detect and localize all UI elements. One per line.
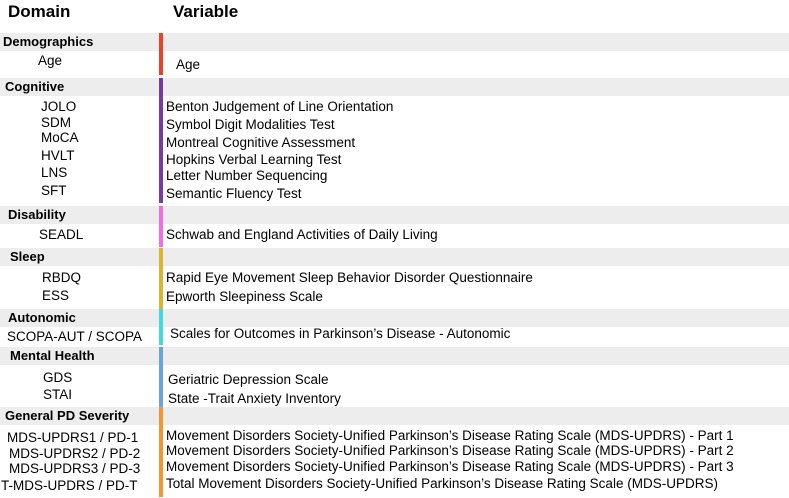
variable-abbr-mds-updrs2: MDS-UPDRS2 / PD-2 — [9, 446, 141, 461]
variable-abbr-sdm: SDM — [41, 115, 71, 130]
variable-desc-mds-updrs1: Movement Disorders Society-Unified Parki… — [166, 428, 734, 443]
group-color-bar-sleep — [159, 248, 163, 309]
variable-abbr-lns: LNS — [41, 165, 68, 180]
variable-abbr-stai: STAI — [43, 387, 73, 402]
variable-abbr-sft: SFT — [41, 183, 67, 198]
group-band-demographics — [0, 33, 789, 51]
variable-desc-moca: Montreal Cognitive Assessment — [166, 135, 356, 150]
variable-abbr-gds: GDS — [43, 370, 73, 385]
group-color-bar-cognitive — [159, 78, 163, 203]
variable-desc-age: Age — [176, 57, 201, 72]
variable-desc-rbdq: Rapid Eye Movement Sleep Behavior Disord… — [166, 270, 533, 285]
variable-desc-t-mds-updrs: Total Movement Disorders Society-Unified… — [166, 476, 718, 491]
variable-abbr-t-mds-updrs: T-MDS-UPDRS / PD-T — [1, 478, 138, 493]
variable-abbr-scopa-aut: SCOPA-AUT / SCOPA — [7, 329, 143, 344]
group-label-sleep: Sleep — [10, 249, 45, 264]
group-label-cognitive: Cognitive — [5, 79, 65, 94]
group-band-general-pd-severity — [0, 407, 789, 425]
variable-abbr-seadl: SEADL — [39, 227, 84, 242]
variable-desc-ess: Epworth Sleepiness Scale — [166, 289, 323, 304]
group-color-bar-autonomic — [159, 309, 163, 345]
variable-desc-stai: State -Trait Anxiety Inventory — [168, 391, 341, 406]
group-band-autonomic — [0, 309, 789, 327]
variable-desc-sft: Semantic Fluency Test — [166, 186, 302, 201]
variable-desc-lns: Letter Number Sequencing — [166, 168, 328, 183]
variable-desc-gds: Geriatric Depression Scale — [168, 372, 329, 387]
group-label-disability: Disability — [8, 207, 66, 222]
variable-abbr-mds-updrs1: MDS-UPDRS1 / PD-1 — [7, 430, 139, 445]
group-label-autonomic: Autonomic — [8, 310, 76, 325]
group-band-cognitive — [0, 78, 789, 96]
variable-abbr-ess: ESS — [42, 288, 70, 303]
group-color-bar-demographics — [159, 33, 163, 75]
variable-abbr-jolo: JOLO — [41, 99, 77, 114]
variable-abbr-moca: MoCA — [41, 130, 79, 145]
variable-desc-scopa-aut: Scales for Outcomes in Parkinson’s Disea… — [170, 326, 511, 341]
group-band-mental-health — [0, 347, 789, 365]
variable-desc-sdm: Symbol Digit Modalities Test — [166, 117, 335, 132]
variable-desc-mds-updrs2: Movement Disorders Society-Unified Parki… — [166, 443, 734, 458]
table-header-domain: Domain — [8, 2, 71, 21]
variable-abbr-mds-updrs3: MDS-UPDRS3 / PD-3 — [9, 461, 141, 476]
group-band-sleep — [0, 248, 789, 266]
variable-desc-jolo: Benton Judgement of Line Orientation — [166, 99, 394, 114]
group-label-mental-health: Mental Health — [10, 348, 95, 363]
group-band-disability — [0, 206, 789, 224]
variable-abbr-hvlt: HVLT — [41, 148, 75, 163]
group-color-bar-mental-health — [159, 347, 163, 407]
group-label-general-pd-severity: General PD Severity — [5, 408, 130, 423]
variable-desc-seadl: Schwab and England Activities of Daily L… — [166, 227, 438, 242]
group-color-bar-disability — [159, 206, 163, 247]
variable-abbr-rbdq: RBDQ — [42, 270, 82, 285]
group-color-bar-general-pd-severity — [159, 407, 163, 497]
table-header-variable: Variable — [173, 2, 239, 21]
group-label-demographics: Demographics — [3, 34, 94, 49]
variable-desc-mds-updrs3: Movement Disorders Society-Unified Parki… — [166, 459, 734, 474]
variable-desc-hvlt: Hopkins Verbal Learning Test — [166, 152, 342, 167]
variable-abbr-age: Age — [38, 53, 63, 68]
